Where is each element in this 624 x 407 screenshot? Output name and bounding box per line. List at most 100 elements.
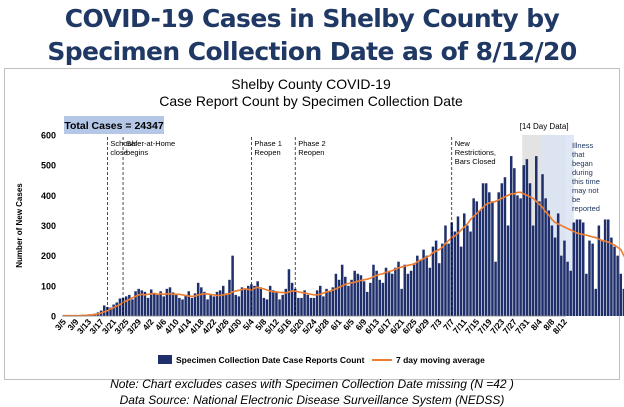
case-bar	[460, 247, 463, 316]
case-bar	[335, 274, 338, 316]
moving-average-point	[263, 288, 265, 290]
case-bar	[429, 268, 432, 316]
moving-average-point	[507, 194, 509, 196]
case-bar	[385, 268, 388, 316]
case-bar	[573, 222, 576, 316]
case-bar	[206, 299, 209, 316]
case-bar	[563, 241, 566, 316]
case-bar	[476, 201, 479, 316]
moving-average-point	[470, 219, 472, 221]
case-bar	[131, 299, 134, 316]
case-bar	[513, 168, 516, 316]
case-bar	[544, 198, 547, 316]
moving-average-point	[407, 264, 409, 266]
y-tick-label: 200	[41, 251, 56, 261]
case-bar	[497, 192, 500, 316]
case-bar	[588, 241, 591, 316]
case-bar	[197, 283, 200, 316]
case-bar	[263, 298, 266, 316]
case-bar	[228, 280, 231, 316]
case-bar	[272, 290, 275, 316]
moving-average-point	[125, 300, 127, 302]
case-bar	[404, 265, 407, 316]
case-bar	[172, 292, 175, 316]
moving-average-point	[238, 289, 240, 291]
moving-average-point	[307, 293, 309, 295]
legend-bar-swatch	[158, 355, 172, 364]
moving-average-point	[169, 293, 171, 295]
y-tick-label: 600	[41, 131, 56, 141]
case-bar	[260, 287, 263, 316]
case-bar	[278, 299, 281, 316]
y-axis-label: Number of New Cases	[15, 183, 24, 268]
case-bar	[128, 295, 131, 316]
case-bar	[491, 201, 494, 316]
case-bar	[369, 283, 372, 316]
case-bar	[397, 262, 400, 316]
moving-average-point	[276, 291, 278, 293]
moving-average-point	[564, 226, 566, 228]
case-bar	[601, 241, 604, 316]
case-bar	[620, 274, 623, 316]
case-bar	[516, 195, 519, 316]
moving-average-point	[501, 197, 503, 199]
y-tick-label: 0	[51, 312, 56, 322]
case-bar	[344, 277, 347, 316]
moving-average-point	[363, 279, 365, 281]
y-tick-label: 400	[41, 191, 56, 201]
moving-average-point	[432, 252, 434, 254]
case-bar	[372, 265, 375, 316]
moving-average-point	[557, 223, 559, 225]
moving-average-point	[232, 291, 234, 293]
moving-average-point	[607, 241, 609, 243]
moving-average-point	[132, 297, 134, 299]
case-bar	[300, 298, 303, 316]
case-bar	[441, 244, 444, 316]
moving-average-point	[595, 237, 597, 239]
case-bar	[231, 256, 234, 316]
moving-average-point	[288, 291, 290, 293]
case-bar	[116, 302, 119, 316]
moving-average-point	[445, 243, 447, 245]
moving-average-point	[344, 283, 346, 285]
case-bar	[432, 247, 435, 316]
moving-average-point	[457, 232, 459, 234]
case-bar	[532, 226, 535, 317]
case-bar	[529, 183, 532, 316]
case-bar	[375, 271, 378, 316]
case-bar	[466, 226, 469, 317]
case-bar	[219, 290, 222, 316]
case-bar	[594, 289, 597, 316]
case-bar	[222, 286, 225, 316]
case-bar	[184, 295, 187, 316]
case-bar	[169, 287, 172, 316]
moving-average-point	[614, 244, 616, 246]
y-tick-label: 100	[41, 281, 56, 291]
moving-average-point	[207, 293, 209, 295]
case-bar	[178, 298, 181, 316]
case-bar	[488, 192, 491, 316]
case-bar	[400, 289, 403, 316]
case-bar	[444, 226, 447, 317]
moving-average-point	[269, 290, 271, 292]
case-bar	[238, 296, 241, 316]
case-bar	[353, 271, 356, 316]
case-bar	[125, 296, 128, 316]
moving-average-point	[282, 292, 284, 294]
case-bar	[554, 238, 557, 316]
case-bar	[482, 183, 485, 316]
case-bar	[347, 286, 350, 316]
case-bar	[310, 298, 313, 316]
case-bar	[350, 280, 353, 316]
moving-average-point	[119, 304, 121, 306]
case-bar	[391, 274, 394, 316]
moving-average-point	[175, 293, 177, 295]
case-bar	[507, 226, 510, 317]
case-bar	[535, 156, 538, 316]
case-bar	[447, 244, 450, 316]
case-bar	[378, 280, 381, 316]
case-bar	[394, 268, 397, 316]
